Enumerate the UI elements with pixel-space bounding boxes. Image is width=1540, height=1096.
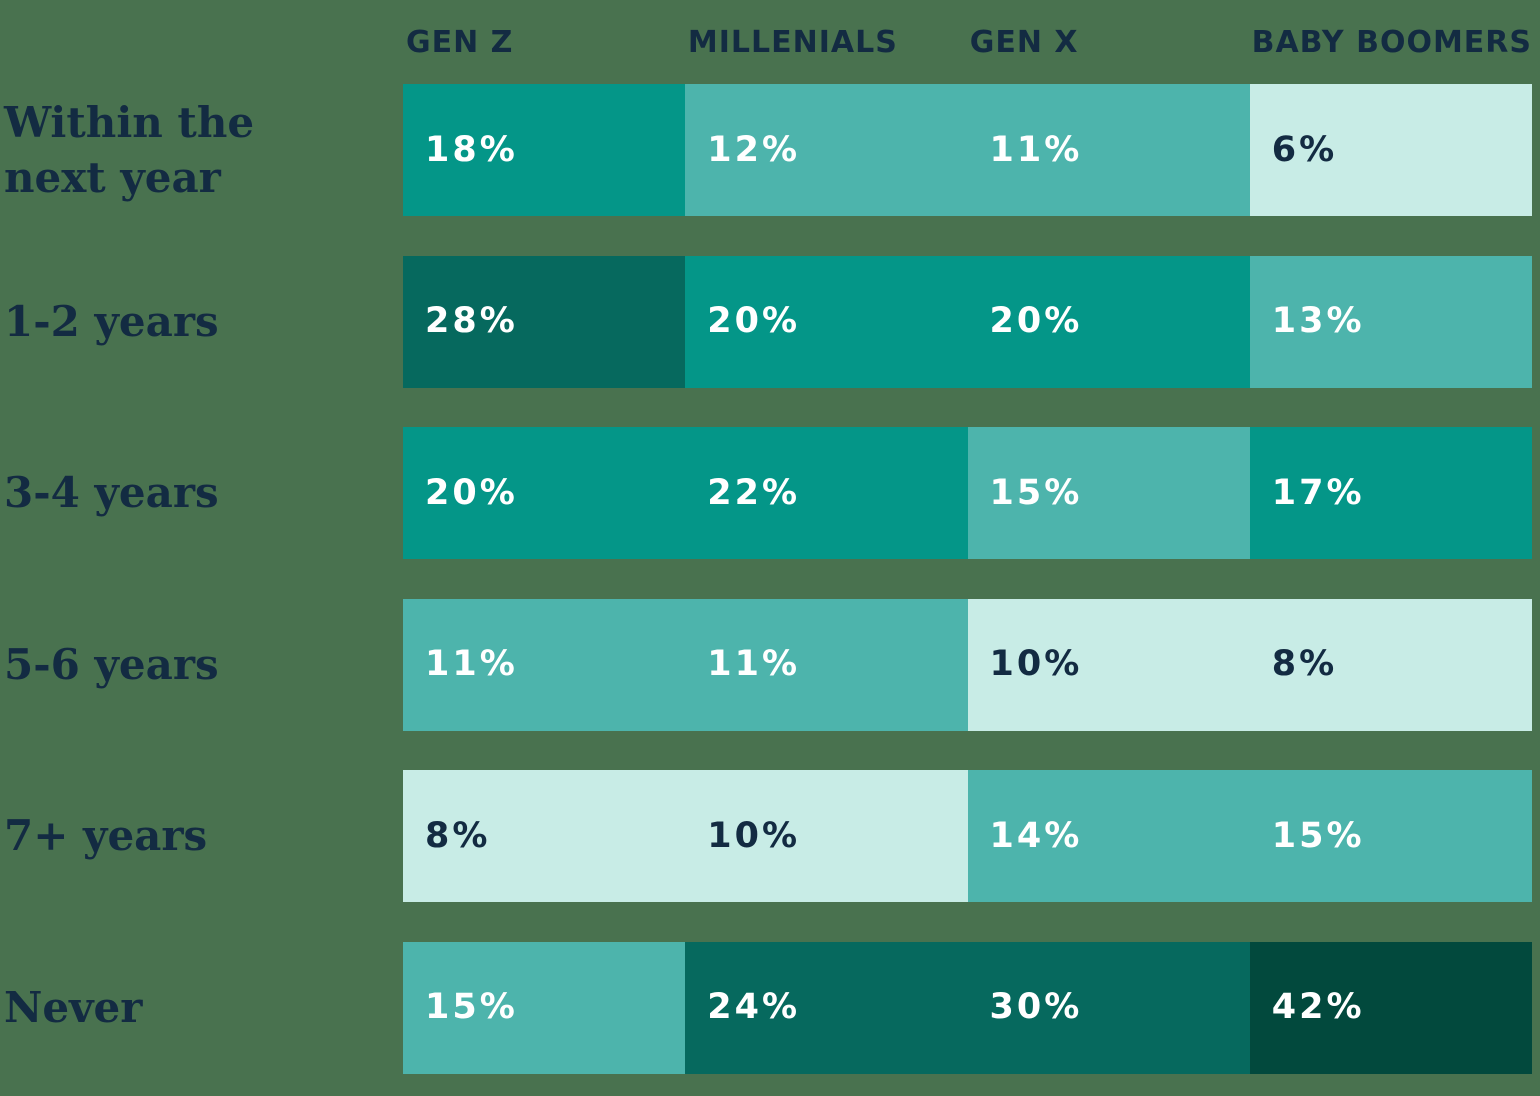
table-row-3-4-years: 3-4 years 20% 22% 15% 17% xyxy=(0,427,1540,559)
cell-value: 6% xyxy=(1271,129,1338,170)
column-header-baby-boomers: BABY BOOMERS xyxy=(1251,25,1532,60)
cell-value: 42% xyxy=(1271,987,1365,1027)
heatmap-cell: 18% xyxy=(403,84,686,216)
heatmap-cell: 11% xyxy=(403,598,686,731)
heatmap-cell: 20% xyxy=(685,255,968,388)
heatmap-cell: 20% xyxy=(403,427,686,559)
heatmap-cell: 15% xyxy=(403,941,686,1074)
heatmap-cell: 24% xyxy=(685,941,968,1074)
cell-value: 13% xyxy=(1271,301,1365,341)
table-row-1-2-years: 1-2 years 28% 20% 20% 13% xyxy=(0,255,1540,388)
cell-value: 30% xyxy=(989,987,1083,1027)
heatmap-cell: 17% xyxy=(1249,427,1532,559)
row-label: 3-4 years xyxy=(4,468,219,518)
table-row-never: Never 15% 24% 30% 42% xyxy=(0,941,1540,1074)
row-cells: 20% 22% 15% 17% xyxy=(403,427,1532,559)
row-cells: 18% 12% 11% 6% xyxy=(403,84,1532,216)
cell-value: 14% xyxy=(989,815,1083,856)
cell-value: 20% xyxy=(707,301,801,341)
column-header-gen-x: GEN X xyxy=(969,25,1079,60)
table-row-7-plus-years: 7+ years 8% 10% 14% 15% xyxy=(0,770,1540,902)
cell-value: 24% xyxy=(707,987,801,1027)
table-row-within-next-year: Within the next year 18% 12% 11% 6% xyxy=(0,84,1540,216)
heatmap-cell: 6% xyxy=(1249,84,1532,216)
cell-value: 17% xyxy=(1271,472,1365,513)
heatmap-cell: 13% xyxy=(1249,255,1532,388)
cell-value: 10% xyxy=(989,644,1083,684)
heatmap-cell: 12% xyxy=(685,84,968,216)
cell-value: 10% xyxy=(707,815,801,856)
cell-value: 20% xyxy=(425,472,518,513)
heatmap-cell: 10% xyxy=(685,770,968,902)
heatmap-cell: 15% xyxy=(1249,770,1532,902)
heatmap-cell: 28% xyxy=(403,255,686,388)
cell-value: 8% xyxy=(1271,644,1338,684)
heatmap-cell: 15% xyxy=(967,427,1250,559)
row-label: 7+ years xyxy=(4,811,208,861)
table-row-5-6-years: 5-6 years 11% 11% 10% 8% xyxy=(0,598,1540,731)
row-label: 5-6 years xyxy=(4,639,219,689)
cell-value: 18% xyxy=(425,129,518,170)
heatmap-cell: 30% xyxy=(967,941,1250,1074)
row-cells: 11% 11% 10% 8% xyxy=(403,598,1532,731)
row-label: Within the next year xyxy=(4,97,255,202)
row-cells: 8% 10% 14% 15% xyxy=(403,770,1532,902)
cell-value: 15% xyxy=(989,472,1083,513)
row-label: Never xyxy=(4,982,143,1032)
cell-value: 11% xyxy=(989,129,1083,170)
heatmap-cell: 42% xyxy=(1249,941,1532,1074)
cell-value: 15% xyxy=(1271,815,1365,856)
heatmap-cell: 11% xyxy=(685,598,968,731)
heatmap-cell: 8% xyxy=(403,770,686,902)
heatmap-cell: 10% xyxy=(967,598,1250,731)
heatmap-cell: 8% xyxy=(1249,598,1532,731)
cell-value: 11% xyxy=(425,644,518,684)
row-cells: 28% 20% 20% 13% xyxy=(403,255,1532,388)
heatmap-cell: 22% xyxy=(685,427,968,559)
row-label: 1-2 years xyxy=(4,296,219,346)
cell-value: 11% xyxy=(707,644,801,684)
column-header-row: GEN Z MILLENIALS GEN X BABY BOOMERS xyxy=(403,28,1532,58)
heatmap-cell: 14% xyxy=(967,770,1250,902)
heatmap-cell: 11% xyxy=(967,84,1250,216)
cell-value: 22% xyxy=(707,472,801,513)
cell-value: 12% xyxy=(707,129,801,170)
heatmap-body: Within the next year 18% 12% 11% 6% 1-2 … xyxy=(0,84,1540,1074)
column-header-millenials: MILLENIALS xyxy=(687,25,898,60)
cell-value: 20% xyxy=(989,301,1083,341)
cell-value: 8% xyxy=(425,815,491,856)
cell-value: 28% xyxy=(425,301,518,341)
cell-value: 15% xyxy=(425,987,518,1027)
column-header-gen-z: GEN Z xyxy=(406,25,514,60)
row-cells: 15% 24% 30% 42% xyxy=(403,941,1532,1074)
heatmap-cell: 20% xyxy=(967,255,1250,388)
